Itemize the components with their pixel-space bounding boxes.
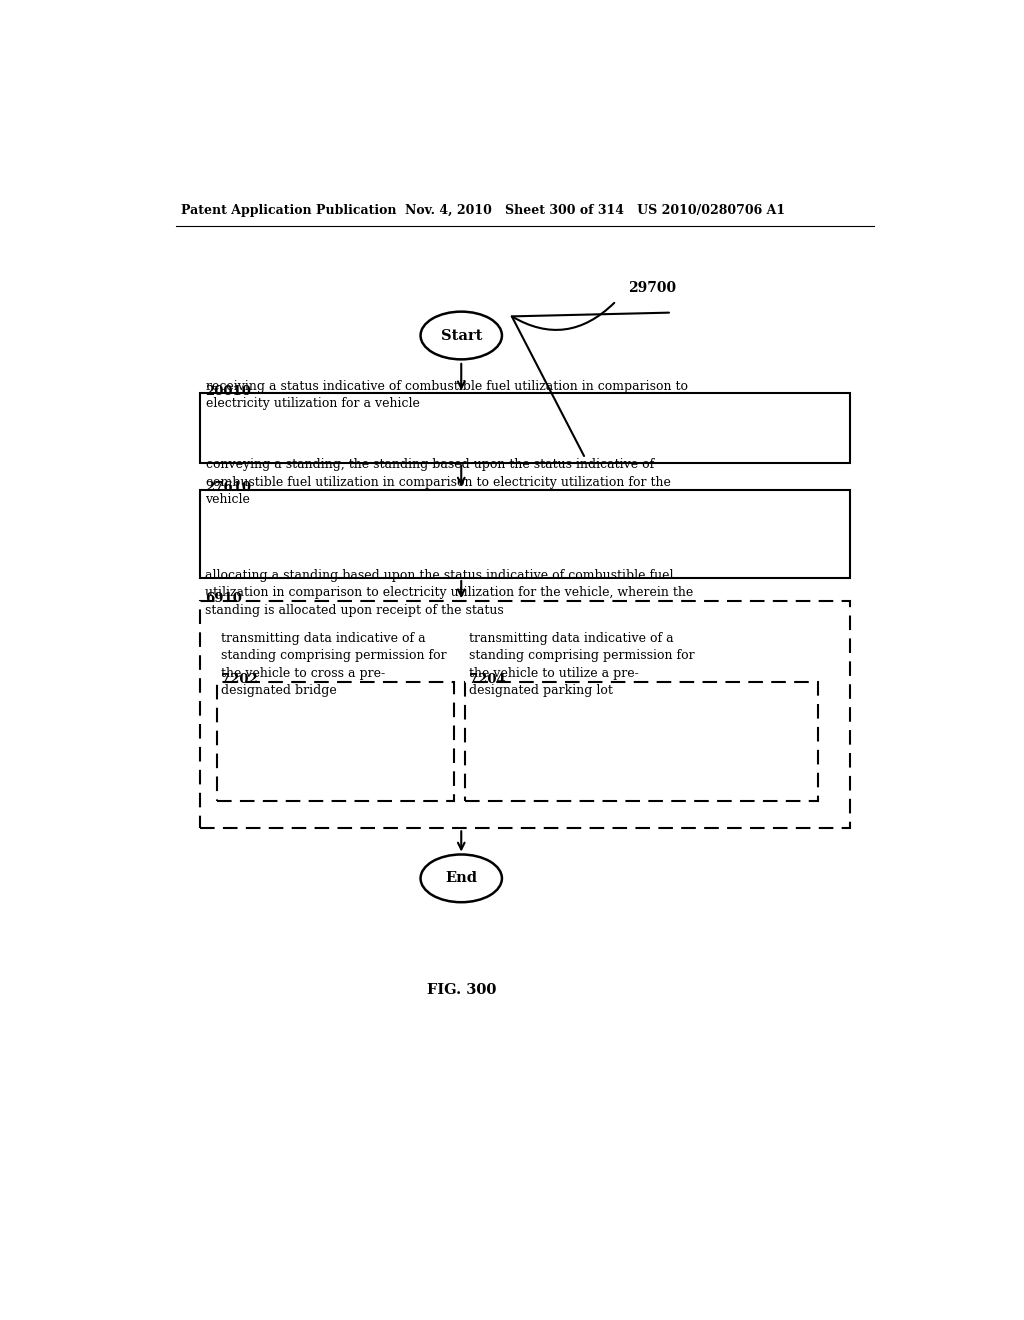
FancyArrowPatch shape (512, 302, 669, 455)
Bar (217, 682, 454, 801)
Text: 7204: 7204 (469, 673, 506, 686)
Text: Nov. 4, 2010   Sheet 300 of 314   US 2010/0280706 A1: Nov. 4, 2010 Sheet 300 of 314 US 2010/02… (406, 205, 785, 218)
Text: FIG. 300: FIG. 300 (427, 983, 496, 997)
Bar (200, 490, 850, 578)
Text: End: End (445, 871, 477, 886)
Text: Start: Start (440, 329, 482, 342)
Text: conveying a standing, the standing based upon the status indicative of
combustib: conveying a standing, the standing based… (206, 458, 671, 507)
Text: 27610: 27610 (206, 480, 252, 494)
Bar (465, 682, 818, 801)
Text: transmitting data indicative of a
standing comprising permission for
the vehicle: transmitting data indicative of a standi… (469, 632, 694, 697)
Bar (200, 601, 850, 829)
Text: allocating a standing based upon the status indicative of combustible fuel
utili: allocating a standing based upon the sta… (205, 569, 693, 616)
Text: receiving a status indicative of combustible fuel utilization in comparison to
e: receiving a status indicative of combust… (206, 380, 687, 411)
Text: Patent Application Publication: Patent Application Publication (180, 205, 396, 218)
Text: transmitting data indicative of a
standing comprising permission for
the vehicle: transmitting data indicative of a standi… (221, 632, 446, 697)
Text: 20010: 20010 (206, 385, 251, 397)
Text: 29700: 29700 (628, 281, 676, 294)
Text: 6910: 6910 (205, 591, 242, 605)
Text: 7202: 7202 (221, 673, 258, 686)
Bar (200, 393, 850, 462)
